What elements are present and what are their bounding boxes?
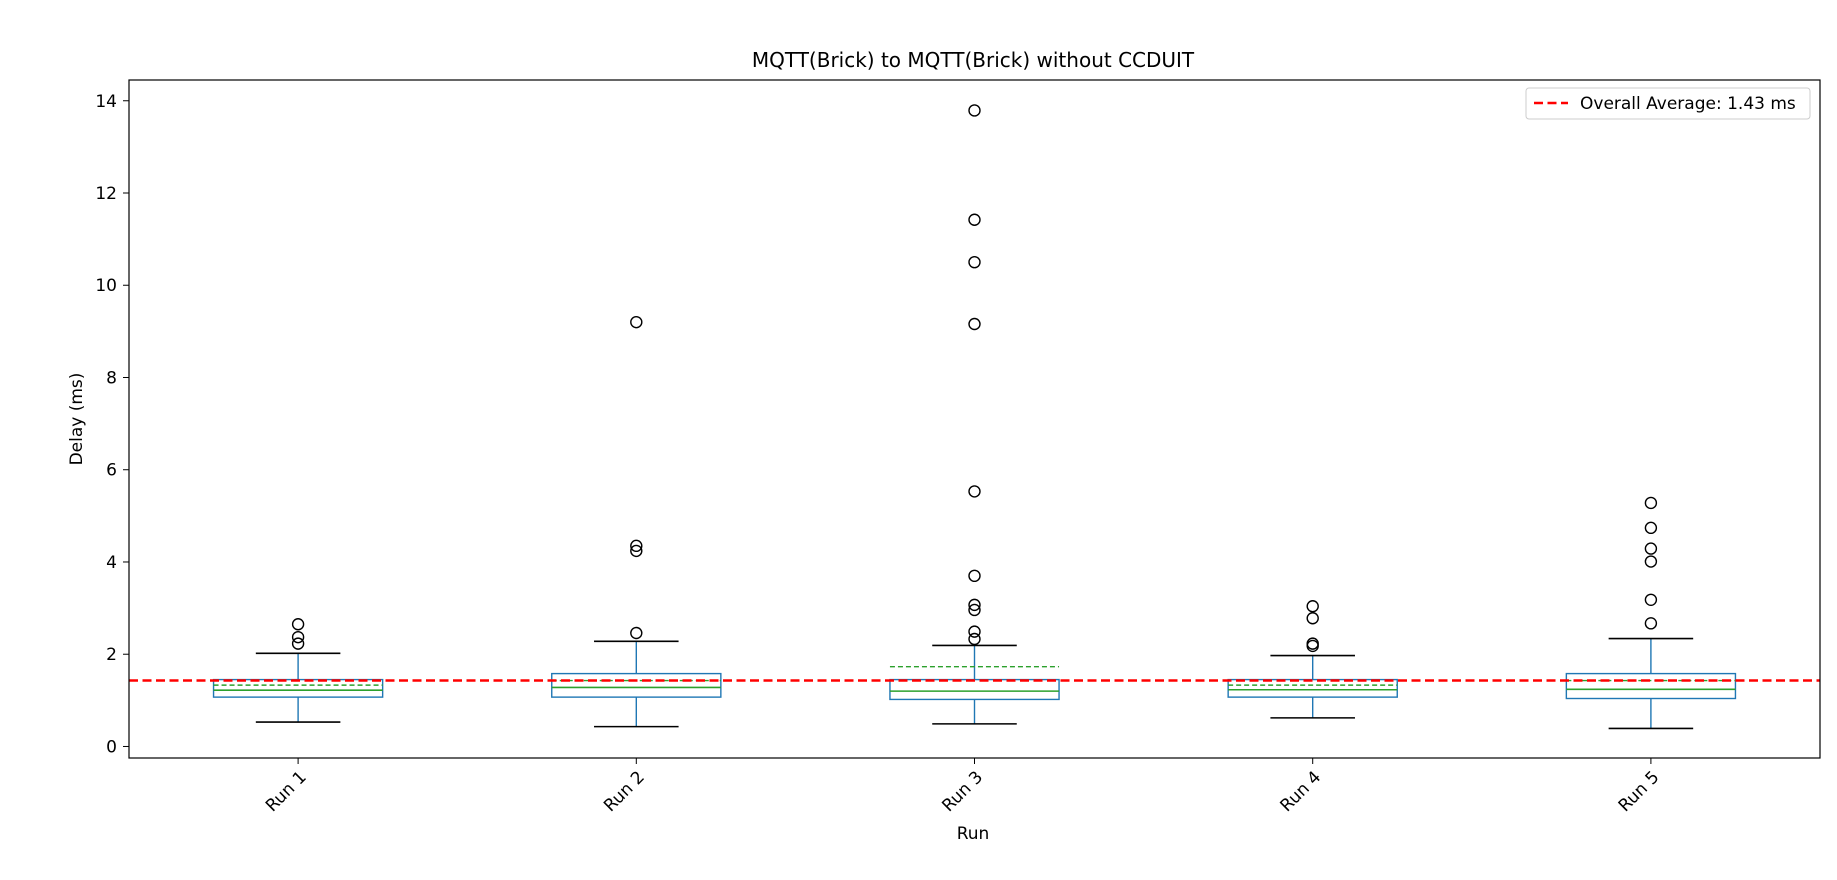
- outlier-point: [1306, 600, 1319, 613]
- outlier-point: [968, 569, 981, 583]
- box: [889, 678, 1060, 701]
- x-axis-label: Run: [957, 824, 990, 844]
- x-tick-label: Run 1: [262, 767, 311, 816]
- legend-frame: [1525, 87, 1811, 120]
- outlier-point: [1644, 496, 1658, 510]
- outlier-point: [291, 618, 305, 631]
- y-tick-label: 8: [106, 368, 117, 388]
- outlier-point: [968, 255, 981, 269]
- y-tick-label: 6: [106, 461, 117, 481]
- outlier-point: [1644, 593, 1658, 606]
- outlier-point: [630, 539, 643, 553]
- x-axis: Run 1 Run 2 Run 3 Run 4 Run 5: [262, 758, 1663, 816]
- outlier-point: [1644, 555, 1658, 568]
- outlier-point: [1644, 542, 1658, 555]
- y-tick-label: 2: [106, 645, 117, 665]
- chart-title: MQTT(Brick) to MQTT(Brick) without CCDUI…: [752, 48, 1195, 72]
- x-tick-label: Run 4: [1277, 767, 1326, 816]
- box-group: [551, 315, 722, 728]
- outlier-point: [968, 598, 981, 612]
- box: [1565, 672, 1737, 700]
- outlier-point: [968, 603, 981, 617]
- outlier-point: [968, 485, 981, 498]
- box-group: [1565, 496, 1737, 730]
- y-tick-label: 10: [95, 276, 117, 296]
- outlier-point: [630, 315, 643, 329]
- y-axis: 0 2 4 6 8 10 12 14: [95, 92, 129, 757]
- outlier-point: [1306, 637, 1319, 650]
- outlier-point: [1306, 612, 1319, 625]
- outlier-point: [968, 104, 981, 117]
- outlier-point: [291, 630, 305, 644]
- outlier-point: [968, 625, 981, 638]
- outlier-point: [968, 213, 981, 226]
- outlier-point: [968, 317, 981, 331]
- y-tick-label: 12: [95, 184, 117, 204]
- x-tick-label: Run 2: [600, 767, 649, 816]
- x-tick-label: Run 5: [1615, 767, 1664, 816]
- outlier-point: [291, 637, 305, 650]
- box-group: [212, 618, 384, 723]
- box: [1227, 678, 1398, 698]
- box-group: [1227, 600, 1398, 719]
- outlier-point: [630, 544, 643, 558]
- y-tick-label: 4: [106, 553, 117, 573]
- box-group: [889, 104, 1060, 725]
- legend-label: Overall Average: 1.43 ms: [1580, 94, 1796, 114]
- outlier-point: [1644, 617, 1658, 630]
- y-tick-label: 0: [106, 737, 117, 757]
- y-tick-label: 14: [95, 92, 117, 112]
- chart-marks: [129, 104, 1820, 730]
- x-tick-label: Run 3: [938, 767, 987, 816]
- outlier-point: [630, 626, 643, 640]
- outlier-point: [1644, 521, 1658, 535]
- y-axis-label: Delay (ms): [67, 373, 87, 466]
- box: [551, 672, 722, 698]
- box: [212, 678, 384, 698]
- outlier-point: [968, 632, 981, 646]
- legend: Overall Average: 1.43 ms: [1525, 87, 1811, 120]
